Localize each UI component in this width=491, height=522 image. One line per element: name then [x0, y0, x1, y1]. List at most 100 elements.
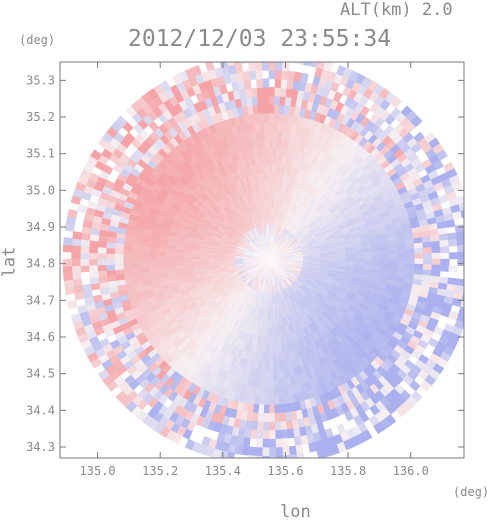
radar-cell	[72, 245, 81, 252]
radar-cell	[269, 139, 273, 148]
radar-cell	[381, 259, 390, 263]
radar-cell	[415, 248, 424, 254]
radar-cell	[73, 232, 82, 240]
radar-cell	[262, 53, 269, 62]
radar-cell	[274, 396, 279, 405]
radar-cell	[90, 277, 99, 284]
radar-cell	[132, 268, 141, 273]
radar-cell	[281, 430, 288, 439]
radar-cell	[63, 245, 72, 253]
radar-cell	[372, 251, 381, 255]
radar-cell	[98, 270, 107, 277]
radar-cell	[415, 254, 424, 259]
radar-cell	[269, 130, 274, 139]
radar-cell	[466, 259, 475, 266]
radar-cell	[269, 147, 273, 156]
radar-cell	[64, 273, 73, 281]
radar-cell	[256, 430, 263, 439]
radar-cell	[465, 238, 474, 246]
radar-cell	[448, 239, 457, 246]
radar-cell	[398, 254, 407, 259]
y-tick-label: 34.5	[26, 367, 55, 381]
radar-cell	[166, 262, 175, 266]
y-tick-label: 35.1	[26, 147, 55, 161]
radar-cell	[262, 439, 269, 448]
radar-cell	[274, 113, 279, 122]
radar-center	[229, 219, 309, 299]
radar-cell	[262, 62, 269, 71]
radar-cell	[259, 113, 264, 122]
radar-cell	[264, 113, 269, 122]
radar-cell	[81, 239, 90, 246]
radar-cell	[80, 246, 89, 253]
radar-cell	[266, 173, 269, 182]
radar-cell	[253, 105, 259, 114]
radar-cell	[269, 388, 274, 397]
radar-cell	[283, 54, 291, 63]
radar-cell	[265, 130, 270, 139]
radar-cell	[89, 265, 98, 272]
radar-cell	[448, 233, 457, 241]
x-tick-label: 135.0	[80, 464, 116, 478]
radar-cell	[266, 165, 269, 174]
radar-cell	[415, 259, 424, 264]
radar-cell	[249, 71, 256, 80]
radar-cell	[269, 345, 272, 354]
radar-cell	[248, 62, 255, 71]
radar-cell	[269, 87, 275, 96]
radar-cell	[262, 448, 269, 457]
radar-cell	[106, 259, 115, 265]
radar-cell	[63, 259, 72, 266]
radar-cell	[321, 257, 330, 259]
radar-cell	[269, 96, 275, 105]
radar-cell	[406, 264, 415, 269]
radar-cell	[248, 455, 256, 464]
x-tick-label: 135.6	[267, 464, 303, 478]
y-tick-label: 35.3	[26, 73, 55, 87]
radar-cell	[257, 422, 263, 431]
radar-cell	[372, 259, 381, 263]
radar-cell	[264, 396, 269, 405]
radar-cell	[457, 195, 467, 204]
radar-cell	[235, 64, 243, 74]
radar-cell	[432, 253, 441, 259]
radar-cell	[132, 254, 141, 259]
radar-cell	[269, 362, 273, 371]
radar-cell	[269, 379, 274, 388]
radar-cell	[397, 245, 406, 250]
radar-cell	[264, 388, 269, 397]
radar-cell	[466, 252, 475, 259]
radar-velocity-field	[63, 53, 475, 465]
radar-cell	[269, 336, 272, 345]
y-tick-label: 34.8	[26, 257, 55, 271]
radar-cell	[389, 250, 398, 255]
radar-cell	[115, 248, 124, 254]
y-tick-label: 35.0	[26, 183, 55, 197]
radar-cell	[267, 208, 269, 217]
radar-cell	[80, 259, 89, 266]
radar-cell	[440, 265, 449, 272]
radar-cell	[123, 254, 132, 259]
radar-cell	[414, 243, 423, 249]
radar-cell	[192, 259, 201, 262]
radar-cell	[157, 259, 166, 263]
radar-cell	[140, 255, 149, 260]
radar-cell	[265, 362, 269, 371]
radar-cell	[289, 446, 297, 455]
radar-cell	[97, 247, 106, 253]
radar-cell	[466, 266, 475, 274]
radar-cell	[463, 223, 473, 231]
radar-cell	[265, 147, 269, 156]
radar-cell	[274, 413, 280, 422]
radar-cell	[269, 113, 274, 122]
radar-cell	[269, 70, 276, 79]
radar-cell	[233, 55, 241, 65]
radar-cell	[115, 269, 124, 275]
radar-cell	[149, 255, 158, 259]
y-tick-label: 34.7	[26, 293, 55, 307]
radar-cell	[406, 254, 415, 259]
radar-cell	[255, 62, 262, 71]
radar-cell	[458, 252, 467, 259]
radar-cell	[275, 87, 281, 96]
radar-cell	[280, 413, 286, 422]
